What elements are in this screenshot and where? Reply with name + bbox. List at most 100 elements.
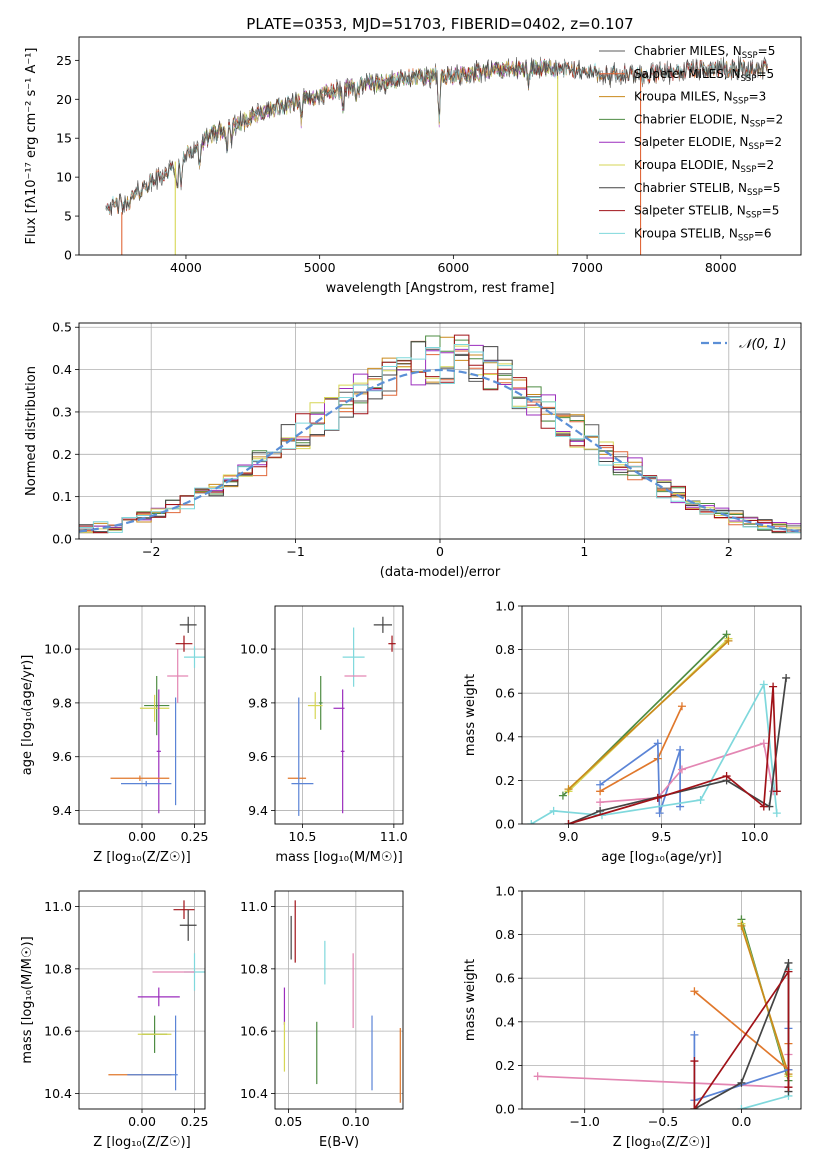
legend-entry: Kroupa STELIB, NSSP=6 (634, 226, 772, 243)
weight-line (741, 969, 790, 1109)
weight-marker (690, 1030, 699, 1039)
errorbar-layer (283, 900, 401, 1103)
weight-marker (737, 921, 746, 930)
weight-marker (655, 809, 664, 818)
y-tick-label: 0.5 (52, 320, 72, 335)
y-axis-label: Normed distribution (24, 366, 39, 496)
y-axis-label: mass weight (463, 674, 478, 756)
plot-frame (274, 605, 404, 825)
data-point (373, 616, 393, 633)
weight-marker (772, 787, 781, 796)
histogram-step (79, 344, 801, 534)
mass-age-panel: 10.5 11.0 9.4 9.6 9.8 10.0 mass [log₁₀(M/M☉)] (240, 605, 408, 865)
y-tick-label: 9.6 (248, 749, 268, 764)
y-tick-label: 0.4 (495, 1014, 515, 1029)
y-tick-label: 20 (56, 92, 72, 107)
y-tick-label: 10.0 (44, 642, 72, 657)
x-axis-label: Z [log₁₀(Z/Z☉)] (613, 1135, 710, 1150)
plot-frame (521, 890, 802, 1110)
spectrum-line (105, 55, 768, 216)
x-tick-label: 0.00 (128, 829, 156, 844)
weight-marker (596, 780, 605, 789)
weight-marker (564, 820, 573, 824)
x-tick-label: 0.25 (181, 1114, 209, 1129)
y-tick-label: 10 (56, 170, 72, 185)
y-tick-label: 0.2 (52, 447, 72, 462)
x-tick-label: 4000 (170, 260, 202, 275)
data-point (137, 987, 180, 1007)
y-axis-label: mass [log₁₀(M/M☉)] (20, 936, 35, 1063)
metallicity-weight-panel: −1.0 −0.5 0.0 0.0 0.2 0.4 0.6 0.8 1.0 Z [log₁₀(Z/… (463, 884, 802, 1150)
x-tick-label: 0.10 (342, 1114, 370, 1129)
weight-line (740, 925, 790, 1075)
residuals-panel: −2 −1 0 1 2 0.0 0.1 0.2 0.3 0.4 0.5 (data-model)/er… (24, 320, 802, 580)
y-axis-label: Flux [fλ10⁻¹⁷ erg cm⁻² s⁻¹ A⁻¹] (24, 48, 39, 245)
y-tick-label: 9.4 (52, 803, 72, 818)
y-tick-label: 0.1 (52, 489, 72, 504)
weight-marker (564, 785, 573, 794)
x-tick-label: 0.25 (181, 829, 209, 844)
y-tick-label: 0.2 (495, 773, 515, 788)
weight-marker (677, 702, 686, 711)
weight-marker (696, 796, 705, 805)
y-tick-label: 9.8 (248, 695, 268, 710)
weight-marker (533, 1072, 542, 1081)
data-point (342, 627, 365, 687)
weight-marker (737, 1078, 746, 1087)
x-tick-label: −0.5 (648, 1114, 678, 1129)
y-tick-label: 9.4 (248, 803, 268, 818)
y-tick-label: 0.0 (495, 1102, 515, 1117)
y-tick-label: 0 (64, 248, 72, 263)
weight-marker (784, 958, 793, 967)
x-tick-label: 2 (725, 544, 733, 559)
weight-marker (596, 806, 605, 815)
x-tick-label: 10.5 (289, 829, 317, 844)
legend-entry: 𝒩(0, 1) (739, 337, 786, 352)
weight-marker (769, 682, 778, 691)
x-axis-label: wavelength [Angstrom, rest frame] (326, 281, 555, 296)
x-axis-label: mass [log₁₀(M/M☉)] (275, 850, 402, 865)
data-point (307, 692, 323, 720)
legend-entry: Salpeter MILES, NSSP=5 (634, 67, 774, 84)
plot-frame (521, 605, 802, 825)
weight-marker (596, 798, 605, 807)
y-tick-label: 0.4 (52, 362, 72, 377)
age-weight-panel: 9.0 9.5 10.0 0.0 0.2 0.4 0.6 0.8 1.0 age [log₁₀(a… (463, 599, 802, 865)
y-tick-label: 11.0 (240, 899, 268, 914)
weight-lines (533, 915, 793, 1109)
y-tick-label: 0.0 (495, 817, 515, 832)
weight-line (530, 681, 778, 824)
data-point (184, 646, 205, 668)
weight-marker (782, 673, 791, 682)
weight-line (568, 686, 778, 824)
x-tick-label: −1 (286, 544, 304, 559)
weight-marker (653, 739, 662, 748)
data-point (388, 635, 396, 652)
x-axis-label: Z [log₁₀(Z/Z☉)] (93, 1135, 190, 1150)
y-tick-label: 1.0 (495, 884, 515, 899)
metallicity-age-panel: 0.00 0.25 9.4 9.6 9.8 10.0 Z [log₁₀(Z/Z☉)] age … (20, 605, 209, 865)
y-tick-label: 10.6 (44, 1024, 72, 1039)
data-point (144, 675, 170, 736)
x-tick-label: 11.0 (380, 829, 408, 844)
plot-frame (78, 36, 802, 256)
histogram-step (79, 335, 801, 534)
x-tick-label: 5000 (304, 260, 336, 275)
data-point (175, 635, 193, 652)
plot-frame (78, 605, 206, 825)
y-tick-label: 0.2 (495, 1058, 515, 1073)
y-tick-label: 10.8 (44, 961, 72, 976)
weight-marker (653, 793, 662, 802)
plot-frame (274, 890, 404, 1110)
weight-marker (690, 1105, 699, 1109)
residual-steps (79, 334, 801, 534)
data-point (139, 694, 170, 722)
y-tick-label: 10.4 (44, 1086, 72, 1101)
data-point (179, 909, 197, 941)
legend-entry: Kroupa ELODIE, NSSP=2 (634, 158, 774, 175)
legend-entry: Chabrier ELODIE, NSSP=2 (634, 112, 783, 129)
weight-lines (527, 630, 791, 824)
weight-marker (722, 772, 731, 781)
data-point (110, 775, 170, 781)
